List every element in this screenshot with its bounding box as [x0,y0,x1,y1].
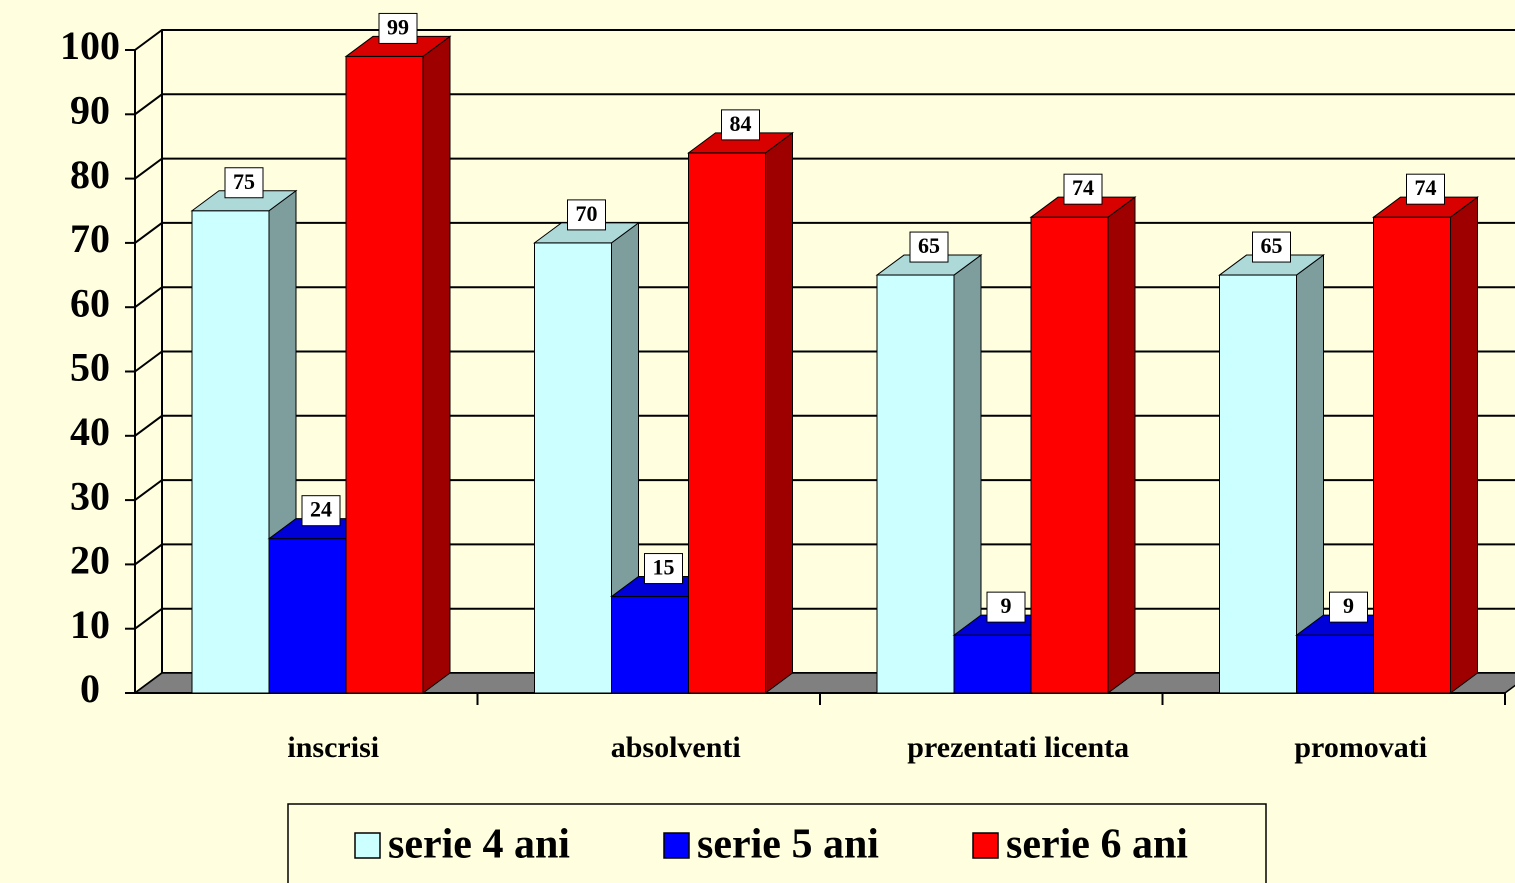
y-tick-label: 30 [70,473,110,518]
value-label-box [224,167,264,199]
bar-top [1371,196,1480,218]
bar-top [686,132,795,154]
value-label-box [909,231,949,263]
bar-front [268,538,347,694]
y-tick-label: 50 [70,345,110,390]
value-label-box [301,495,341,527]
value-label: 15 [653,555,675,580]
bar-top [532,222,641,244]
value-label: 84 [730,111,752,136]
legend-swatch [354,832,381,859]
bar [1371,196,1480,694]
y-tick-label: 20 [70,538,110,583]
bar-side [1450,196,1478,694]
bar-front [876,274,955,694]
value-label-box [986,591,1026,623]
value-label: 75 [233,169,255,194]
value-label: 65 [918,233,940,258]
bar-front [1030,216,1109,694]
value-label-box [567,199,606,231]
bar-front [1373,216,1451,694]
value-label-box [1063,173,1103,205]
legend-box [287,803,1267,883]
legend-swatch [972,832,999,859]
bar-top [1029,196,1137,218]
value-label: 24 [310,497,332,522]
value-label-box [644,553,683,585]
bar-side [765,131,793,694]
value-label: 9 [1001,593,1012,618]
grid-line [134,221,1515,244]
value-label: 74 [1072,175,1094,200]
bar-front [688,152,766,694]
grid-line [134,29,1515,51]
y-tick-label: 80 [70,152,110,197]
y-tick-label: 100 [60,23,120,68]
bar-top [875,254,983,276]
value-label-box [378,12,418,44]
bar-top [344,35,452,57]
bar-front [1296,634,1374,694]
y-tick-label: 0 [80,666,100,711]
value-label-box [721,109,760,141]
legend-label: serie 5 ani [697,822,879,868]
value-label-box [1252,231,1291,263]
bar [1029,196,1137,694]
bar-side [422,35,451,694]
y-tick-label: 10 [70,602,110,647]
value-label: 70 [576,201,598,226]
bar [686,131,795,694]
legend-label: serie 6 ani [1006,822,1188,868]
value-label: 65 [1261,233,1283,258]
value-label-box [1406,173,1445,205]
x-tick-label: prezentati licenta [907,731,1129,764]
grid-line [134,93,1515,116]
bar-front [345,55,424,694]
y-tick-label: 40 [70,409,110,454]
legend-label: serie 4 ani [388,822,570,868]
bar-side [1107,196,1136,694]
bar-front [953,634,1032,694]
value-label: 99 [387,14,409,39]
value-label: 74 [1415,175,1437,200]
y-tick-label: 70 [70,216,110,261]
bar [1217,254,1326,694]
x-tick-label: absolventi [611,731,741,764]
y-tick-label: 60 [70,280,110,325]
x-tick-label: promovati [1294,731,1427,764]
bar-front [611,596,689,694]
y-tick-label: 90 [70,87,110,132]
legend-swatch [663,832,690,859]
bar-front [534,242,612,694]
bar-top [1217,254,1326,276]
bar [532,221,641,694]
bar [875,254,983,694]
x-tick-label: inscrisi [287,731,379,764]
bar-top [190,190,298,212]
grid-line [134,157,1515,180]
bar-front [191,210,270,694]
bar [344,35,452,694]
bar-front [1219,274,1297,694]
value-label-box [1329,591,1368,623]
value-label: 9 [1343,593,1354,618]
